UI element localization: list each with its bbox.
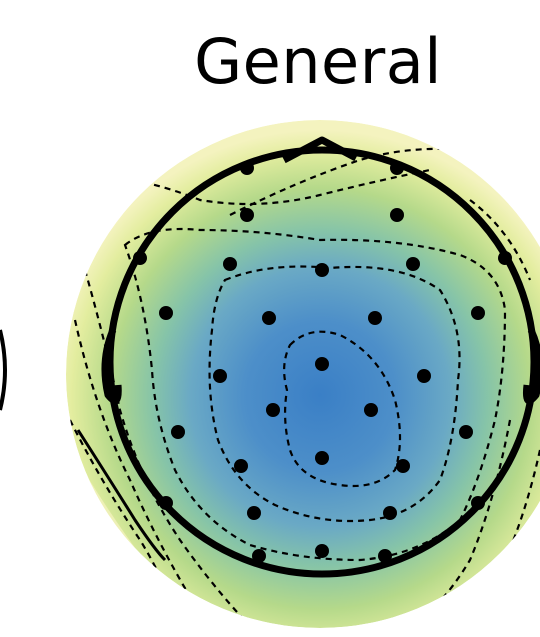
electrode-dot bbox=[471, 306, 485, 320]
adjacent-map-edge bbox=[0, 329, 7, 411]
electrode-dot bbox=[417, 369, 431, 383]
electrode-dot bbox=[213, 369, 227, 383]
topomap-title: General bbox=[194, 25, 442, 98]
electrode-dot bbox=[315, 451, 329, 465]
electrode-dot bbox=[315, 357, 329, 371]
ear-icon bbox=[101, 328, 122, 405]
electrode-dot bbox=[364, 403, 378, 417]
contour-line bbox=[229, 147, 471, 216]
electrode-dot bbox=[223, 257, 237, 271]
nose-icon bbox=[282, 136, 358, 164]
contour-line bbox=[73, 319, 216, 628]
electrode-dot bbox=[471, 496, 485, 510]
electrodes bbox=[133, 161, 512, 563]
electrode-dot bbox=[383, 506, 397, 520]
electrode-dot bbox=[159, 306, 173, 320]
electrode-dot bbox=[498, 251, 512, 265]
electrode-dot bbox=[390, 161, 404, 175]
contour-line bbox=[208, 265, 461, 523]
ear-icon bbox=[522, 328, 540, 405]
electrode-dot bbox=[159, 496, 173, 510]
electrode-dot bbox=[378, 549, 392, 563]
head-outline bbox=[101, 136, 540, 578]
electrode-dot bbox=[247, 506, 261, 520]
electrode-dot bbox=[133, 251, 147, 265]
electrode-dot bbox=[459, 425, 473, 439]
electrode-dot bbox=[396, 459, 410, 473]
electrode-dot bbox=[266, 403, 280, 417]
contour-line bbox=[399, 419, 512, 628]
contour-line bbox=[469, 199, 532, 281]
solid-contour-line bbox=[76, 429, 167, 562]
electrode-dot bbox=[252, 549, 266, 563]
electrode-dot bbox=[368, 311, 382, 325]
electrode-dot bbox=[406, 257, 420, 271]
electrode-dot bbox=[390, 208, 404, 222]
electrode-dot bbox=[315, 263, 329, 277]
electrode-dot bbox=[240, 208, 254, 222]
contour-line bbox=[283, 330, 402, 488]
electrode-dot bbox=[315, 544, 329, 558]
electrode-dot bbox=[171, 425, 185, 439]
potential-field bbox=[66, 120, 540, 628]
head-circle bbox=[106, 146, 538, 578]
electrode-dot bbox=[234, 459, 248, 473]
contour-line bbox=[123, 227, 507, 562]
electrode-dot bbox=[240, 161, 254, 175]
electrode-dot bbox=[262, 311, 276, 325]
